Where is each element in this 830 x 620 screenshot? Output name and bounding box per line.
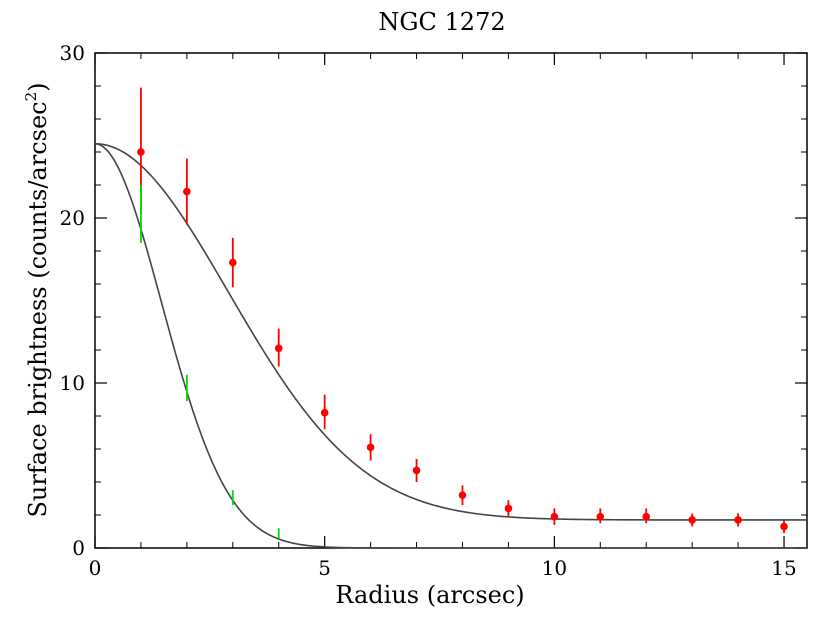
y-tick-label: 20 <box>60 206 85 230</box>
data-point-series-1 <box>229 258 237 267</box>
data-point-series-1 <box>780 522 788 531</box>
chart-title: NGC 1272 <box>378 8 505 36</box>
data-point-series-1 <box>596 512 605 521</box>
x-axis-label: Radius (arcsec) <box>335 581 524 609</box>
y-axis-label: Surface brightness (counts/arcsec2) <box>22 82 52 517</box>
model-curve-2 <box>94 142 807 549</box>
model-curve-1 <box>94 142 807 521</box>
y-tick-label: 30 <box>60 41 85 65</box>
y-tick-label: 0 <box>72 536 85 560</box>
data-point-series-1 <box>504 504 513 513</box>
data-point-series-1 <box>320 408 329 417</box>
x-tick-label: 5 <box>318 556 331 580</box>
y-tick-label: 10 <box>60 371 85 395</box>
data-point-series-1 <box>550 512 559 521</box>
x-tick-label: 0 <box>89 556 102 580</box>
y-axis-label-superscript: 2 <box>22 92 40 102</box>
data-point-series-1 <box>734 516 742 524</box>
data-point-series-1 <box>183 187 191 196</box>
x-tick-label: 15 <box>771 556 796 580</box>
data-point-series-1 <box>412 466 421 475</box>
x-tick-label: 10 <box>542 556 567 580</box>
data-point-series-1 <box>137 148 145 156</box>
plot-frame <box>94 52 808 549</box>
y-axis-label-suffix: ) <box>24 82 52 91</box>
data-point-series-1 <box>458 491 467 500</box>
data-point-series-1 <box>274 344 283 353</box>
data-point-series-1 <box>366 443 375 452</box>
plot-area: 0 5 10 15 0 10 20 30 <box>60 41 808 580</box>
y-axis-label-main: Surface brightness (counts/arcsec <box>24 101 52 517</box>
data-point-series-1 <box>688 516 696 524</box>
data-point-series-1 <box>642 512 651 521</box>
